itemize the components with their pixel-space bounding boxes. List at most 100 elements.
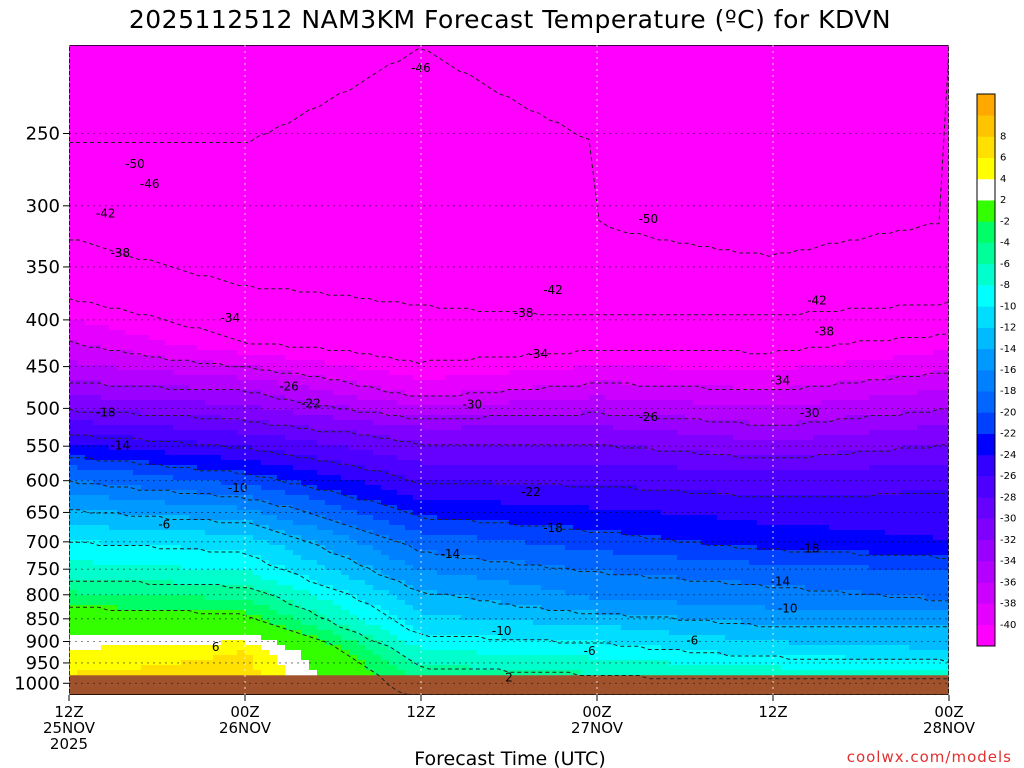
field-cell xyxy=(93,520,102,526)
field-cell xyxy=(85,385,94,391)
field-cell xyxy=(357,615,366,621)
field-cell xyxy=(221,185,230,191)
field-cell xyxy=(141,280,150,286)
field-cell xyxy=(285,585,294,591)
field-cell xyxy=(341,395,350,401)
field-cell xyxy=(357,200,366,206)
field-cell xyxy=(229,270,238,276)
field-cell xyxy=(205,600,214,606)
field-cell xyxy=(101,260,110,266)
field-cell xyxy=(93,85,102,91)
field-cell xyxy=(125,435,134,441)
field-cell xyxy=(197,630,206,636)
field-cell xyxy=(213,65,222,71)
field-cell xyxy=(341,220,350,226)
field-cell xyxy=(69,170,78,176)
field-cell xyxy=(229,535,238,541)
field-cell xyxy=(229,225,238,231)
field-cell xyxy=(253,185,262,191)
field-cell xyxy=(85,665,94,671)
field-cell xyxy=(317,240,326,246)
field-cell xyxy=(293,380,302,386)
field-cell xyxy=(253,205,262,211)
field-cell xyxy=(85,465,94,471)
field-cell xyxy=(253,60,262,66)
field-cell xyxy=(197,290,206,296)
field-cell xyxy=(165,260,174,266)
field-cell xyxy=(221,560,230,566)
field-cell xyxy=(237,220,246,226)
field-cell xyxy=(157,615,166,621)
field-cell xyxy=(181,645,190,651)
field-cell xyxy=(77,540,86,546)
field-cell xyxy=(181,75,190,81)
field-cell xyxy=(93,110,102,116)
field-cell xyxy=(357,150,366,156)
field-cell xyxy=(165,180,174,186)
field-cell xyxy=(301,600,310,606)
field-cell xyxy=(357,635,366,641)
field-cell xyxy=(157,115,166,121)
field-cell xyxy=(293,255,302,261)
field-cell xyxy=(157,225,166,231)
field-cell xyxy=(269,185,278,191)
field-cell xyxy=(293,565,302,571)
field-cell xyxy=(101,355,110,361)
field-cell xyxy=(349,55,358,61)
field-cell xyxy=(213,640,222,646)
field-cell xyxy=(309,65,318,71)
field-cell xyxy=(109,185,118,191)
field-cell xyxy=(253,580,262,586)
field-cell xyxy=(101,545,110,551)
field-cell xyxy=(149,280,158,286)
field-cell xyxy=(333,535,342,541)
field-cell xyxy=(181,555,190,561)
field-cell xyxy=(133,120,142,126)
field-cell xyxy=(173,190,182,196)
field-cell xyxy=(197,585,206,591)
field-cell xyxy=(333,120,342,126)
field-cell xyxy=(229,480,238,486)
field-cell xyxy=(197,670,206,676)
field-cell xyxy=(165,225,174,231)
field-cell xyxy=(77,280,86,286)
field-cell xyxy=(165,640,174,646)
field-cell xyxy=(325,325,334,331)
field-cell xyxy=(269,635,278,641)
field-cell xyxy=(125,475,134,481)
field-cell xyxy=(221,455,230,461)
field-cell xyxy=(157,190,166,196)
field-cell xyxy=(93,445,102,451)
field-cell xyxy=(237,280,246,286)
field-cell xyxy=(109,100,118,106)
field-cell xyxy=(341,155,350,161)
field-cell xyxy=(189,180,198,186)
field-cell xyxy=(205,165,214,171)
field-cell xyxy=(349,585,358,591)
field-cell xyxy=(197,95,206,101)
field-cell xyxy=(213,130,222,136)
field-cell xyxy=(357,265,366,271)
field-cell xyxy=(253,250,262,256)
field-cell xyxy=(165,365,174,371)
field-cell xyxy=(141,295,150,301)
field-cell xyxy=(277,510,286,516)
field-cell xyxy=(141,485,150,491)
field-cell xyxy=(189,660,198,666)
field-cell xyxy=(341,75,350,81)
field-cell xyxy=(317,115,326,121)
field-cell xyxy=(77,370,86,376)
field-cell xyxy=(221,435,230,441)
field-cell xyxy=(301,215,310,221)
field-cell xyxy=(133,115,142,121)
field-cell xyxy=(261,200,270,206)
field-cell xyxy=(317,305,326,311)
field-cell xyxy=(261,480,270,486)
field-cell xyxy=(101,415,110,421)
field-cell xyxy=(101,325,110,331)
field-cell xyxy=(117,105,126,111)
field-cell xyxy=(309,475,318,481)
field-cell xyxy=(277,220,286,226)
field-cell xyxy=(189,545,198,551)
field-cell xyxy=(173,220,182,226)
